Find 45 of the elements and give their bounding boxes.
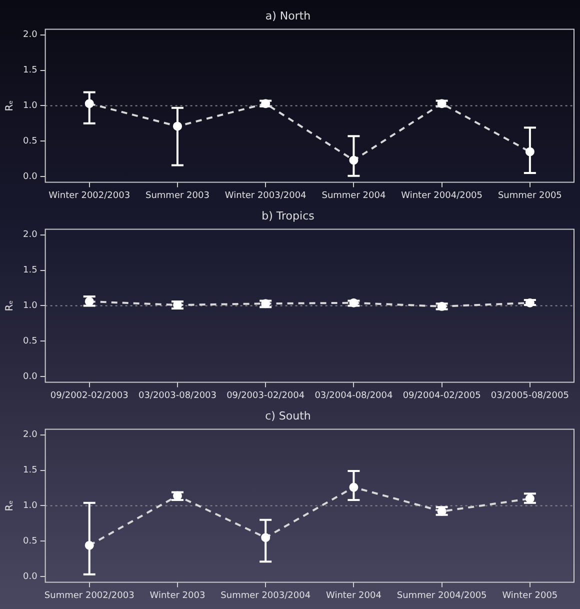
y-tick-label: 2.0 [22,30,38,40]
chart-title: c) South [265,409,311,422]
point [525,147,534,156]
x-tick-label: 09/2004-02/2005 [402,390,481,401]
x-tick-label: 03/2003-08/2003 [138,390,216,401]
y-tick-label: 0.5 [22,536,38,546]
x-tick-label: Summer 2005 [498,190,562,201]
x-tick-label: Winter 2002/2003 [48,190,130,201]
x-tick-label: 09/2003-02/2004 [226,390,305,401]
x-tick-label: Summer 2002/2003 [44,590,134,601]
y-tick-label: 1.0 [22,101,38,112]
y-tick-label: 1.0 [22,301,38,312]
point [349,156,358,165]
x-tick-label: 09/2002-02/2003 [50,390,128,401]
x-tick-label: Winter 2003/2004 [224,190,307,201]
chart-title: a) North [265,9,311,22]
y-tick-label: 1.5 [22,466,38,476]
y-tick-label: 0.5 [22,336,38,346]
x-tick-label: Summer 2003 [146,190,210,201]
y-tick-label: 2.0 [22,230,38,240]
x-tick-label: Winter 2004/2005 [401,190,483,201]
y-axis-title: Rₑ [4,100,16,112]
x-tick-label: Summer 2003/2004 [220,590,311,601]
x-tick-label: Summer 2004/2005 [396,590,487,601]
y-tick-label: 1.5 [22,266,38,276]
point [84,99,94,108]
y-axis-title: Rₑ [4,500,16,512]
chart-title: b) Tropics [262,209,315,222]
y-tick-label: 0.5 [22,136,38,146]
y-tick-label: 1.5 [22,66,38,76]
y-tick-label: 0.0 [22,572,38,582]
y-tick-label: 1.0 [22,501,38,512]
y-tick-label: 0.0 [22,172,38,182]
x-tick-label: Summer 2004 [322,190,386,201]
x-tick-label: Winter 2005 [502,590,558,601]
x-tick-label: Winter 2004 [326,590,382,601]
x-tick-label: 03/2004-08/2004 [314,390,393,401]
y-axis-title: Rₑ [4,300,16,312]
point [261,99,270,108]
y-tick-label: 0.0 [22,372,38,382]
point [172,122,182,131]
x-tick-label: 03/2005-08/2005 [490,390,569,401]
point [437,99,446,108]
y-tick-label: 2.0 [22,430,38,440]
x-tick-label: Winter 2003 [150,590,206,601]
